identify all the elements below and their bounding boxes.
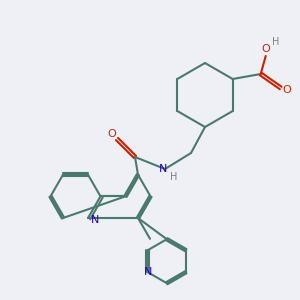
Text: O: O bbox=[282, 85, 291, 95]
Text: N: N bbox=[91, 215, 99, 225]
Text: N: N bbox=[144, 267, 152, 277]
Text: O: O bbox=[261, 44, 270, 54]
Text: H: H bbox=[272, 37, 279, 47]
Text: O: O bbox=[108, 129, 116, 139]
Text: N: N bbox=[159, 164, 167, 174]
Text: H: H bbox=[170, 172, 178, 182]
